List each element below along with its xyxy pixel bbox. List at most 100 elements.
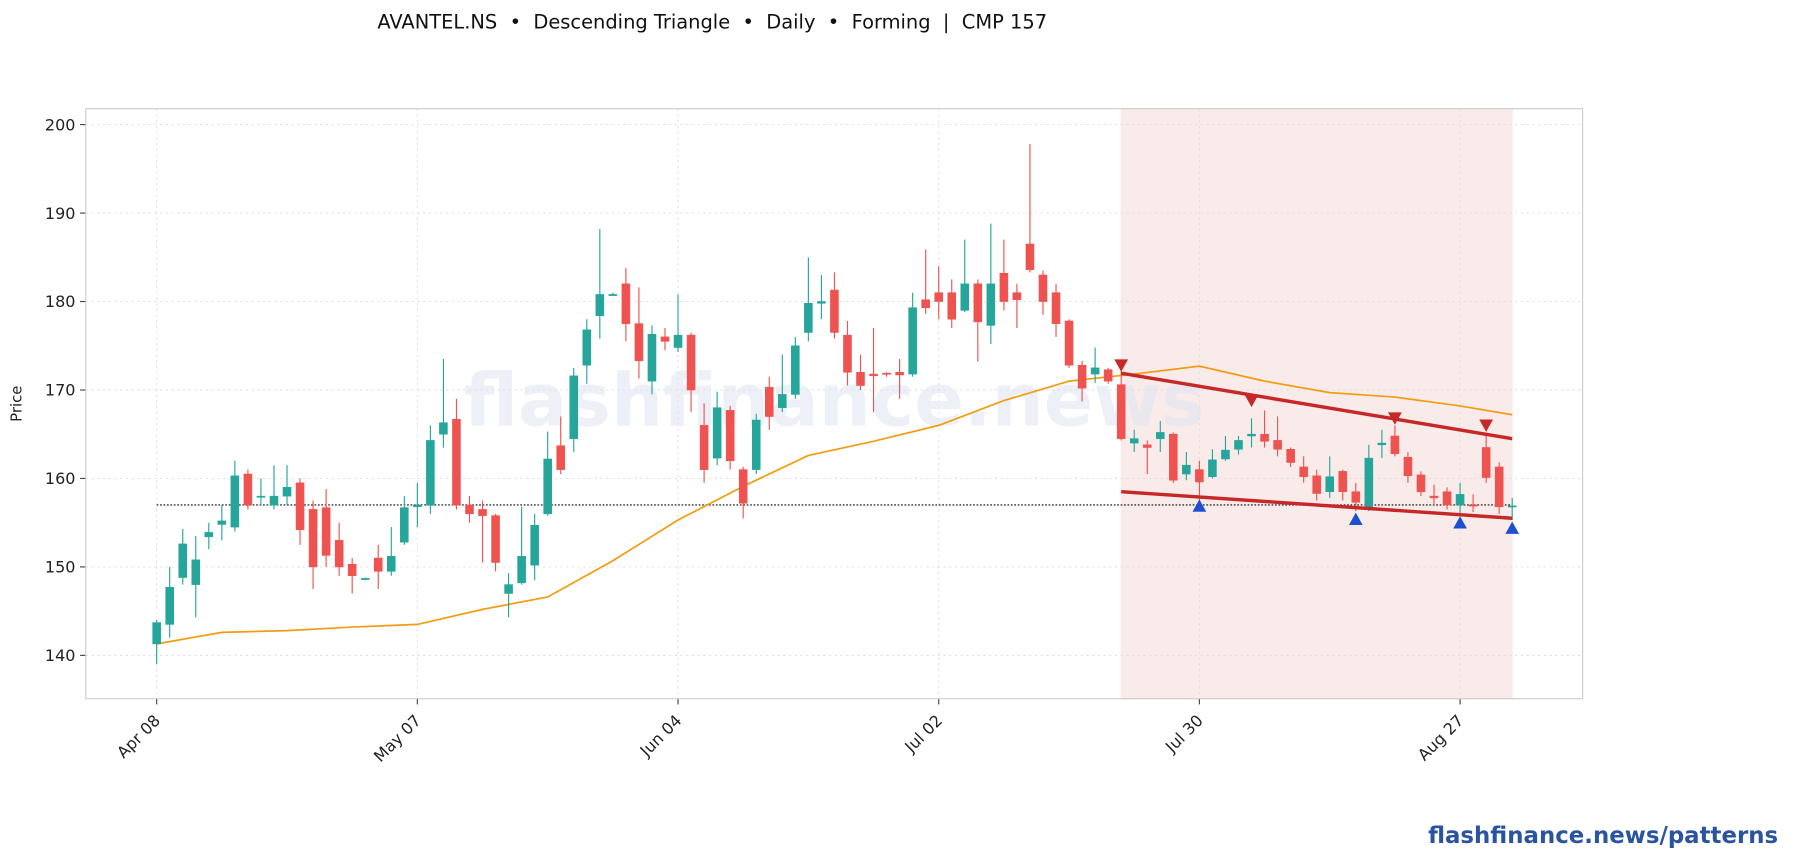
candle-body <box>308 509 318 568</box>
candle-body <box>373 557 383 572</box>
candle-body <box>569 375 579 439</box>
candle-body <box>1455 494 1465 506</box>
candle-body <box>1051 292 1061 324</box>
candle-body <box>439 422 448 435</box>
candle-body <box>1260 433 1269 442</box>
y-tick-label: 180 <box>45 292 76 311</box>
candle-body <box>712 407 722 459</box>
candle-body <box>452 418 461 506</box>
candle-body <box>1390 435 1400 454</box>
candle-body <box>530 525 539 566</box>
candle-body <box>1012 292 1022 301</box>
candle-body <box>165 586 174 625</box>
candle-body <box>882 372 891 375</box>
y-tick-label: 200 <box>45 115 76 134</box>
peak-marker <box>1388 412 1402 425</box>
candle-body <box>243 473 253 506</box>
peak-marker <box>1114 359 1129 372</box>
candle-body <box>321 507 331 556</box>
peak-marker <box>1244 394 1259 408</box>
candle-body <box>986 283 996 326</box>
candle-body <box>1129 438 1139 444</box>
candle-body <box>608 294 618 296</box>
upper-trendline <box>1120 371 1513 441</box>
candle-body <box>1364 457 1374 508</box>
candle-body <box>1325 476 1335 493</box>
candle-body <box>360 578 370 580</box>
footer-link: flashfinance.news/patterns <box>1428 823 1778 849</box>
x-tick-label: Jul 02 <box>900 711 946 757</box>
trough-marker <box>1453 516 1467 529</box>
candle-body <box>152 622 161 645</box>
candle-body <box>751 419 761 470</box>
candle-body <box>973 283 983 323</box>
candle-body <box>1077 364 1087 389</box>
candle-body <box>778 394 787 408</box>
candle-body <box>1247 433 1256 437</box>
candle-body <box>556 445 566 470</box>
candle-body <box>334 540 344 568</box>
candle-body <box>1273 440 1282 450</box>
candle-body <box>517 556 526 584</box>
x-tick-label: Jul 30 <box>1161 711 1207 757</box>
candle-body <box>400 507 409 543</box>
candle-body <box>660 336 670 342</box>
candle-body <box>634 323 644 362</box>
candle-body <box>1064 320 1074 366</box>
candle-body <box>960 283 970 311</box>
candle-body <box>686 334 696 391</box>
y-tick-label: 150 <box>45 558 76 577</box>
candle-body <box>725 410 735 462</box>
candle-body <box>465 504 474 515</box>
candle-body <box>1182 464 1191 475</box>
candle-body <box>1429 495 1439 499</box>
candle-body <box>673 334 683 348</box>
candle-body <box>1442 491 1452 506</box>
candle-body <box>1312 475 1321 494</box>
candle-body <box>817 301 826 304</box>
candle-body <box>178 543 188 578</box>
candle-body <box>1116 384 1126 439</box>
candle-body <box>413 504 422 508</box>
candle-body <box>1494 466 1504 508</box>
candle-body <box>856 372 865 386</box>
candle-body <box>921 299 930 309</box>
x-tick-label: May 07 <box>370 711 425 766</box>
candle-body <box>217 520 227 525</box>
candle-body <box>256 495 266 498</box>
candle-body <box>1481 447 1491 478</box>
candle-body <box>908 307 917 375</box>
candle-body <box>1468 504 1478 507</box>
chart-title: AVANTEL.NS • Descending Triangle • Daily… <box>377 11 1047 34</box>
candle-body <box>1221 449 1230 460</box>
candle-body <box>191 559 201 585</box>
candle-body <box>1195 469 1204 483</box>
candle-body <box>1299 466 1308 477</box>
lower-trendline <box>1121 490 1513 520</box>
candle-body <box>791 345 800 395</box>
candle-body <box>738 469 748 504</box>
candle-body <box>1025 243 1035 270</box>
candle-body <box>595 294 605 316</box>
candle-body <box>621 283 631 324</box>
y-axis-label: Price <box>8 386 26 422</box>
candle-body <box>1286 448 1295 463</box>
candle-body <box>1038 274 1048 302</box>
candle-body <box>1234 440 1243 450</box>
candle-body <box>504 584 513 594</box>
candle-body <box>1377 442 1387 446</box>
candle-body <box>1142 444 1152 448</box>
candle-body <box>1208 459 1217 477</box>
plot-frame <box>85 108 1584 700</box>
y-tick-label: 160 <box>45 469 76 488</box>
x-tick-label: Aug 27 <box>1414 711 1468 765</box>
candle-body <box>295 482 305 531</box>
candle-body <box>947 292 957 320</box>
candle-body <box>1156 432 1165 439</box>
candle-body <box>582 329 592 366</box>
y-tick-label: 140 <box>45 646 76 665</box>
y-tick-label: 190 <box>45 204 76 223</box>
candle-body <box>647 333 657 382</box>
